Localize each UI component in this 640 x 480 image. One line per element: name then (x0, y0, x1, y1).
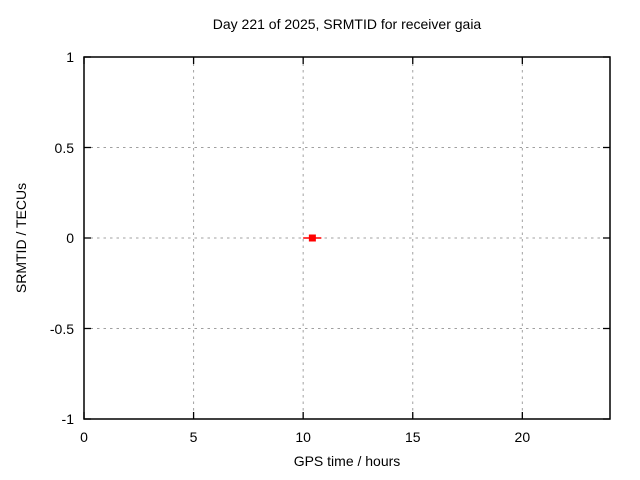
chart-title: Day 221 of 2025, SRMTID for receiver gai… (212, 16, 482, 32)
y-tick-label: -1 (61, 411, 74, 427)
y-tick-label: 1 (66, 49, 74, 65)
x-tick-label: 0 (80, 429, 88, 445)
y-tick-label: -0.5 (49, 320, 74, 337)
x-tick-label: 5 (189, 429, 198, 445)
x-tick-label: 20 (514, 429, 531, 445)
x-tick-label: 10 (295, 429, 311, 445)
y-tick-label: 0.5 (54, 139, 74, 156)
plot-border (83, 56, 611, 420)
data-point-marker (308, 234, 316, 242)
y-tick-label: 0 (66, 230, 74, 246)
x-tick-label: 15 (404, 429, 421, 445)
x-axis-label: GPS time / hours (293, 453, 401, 469)
